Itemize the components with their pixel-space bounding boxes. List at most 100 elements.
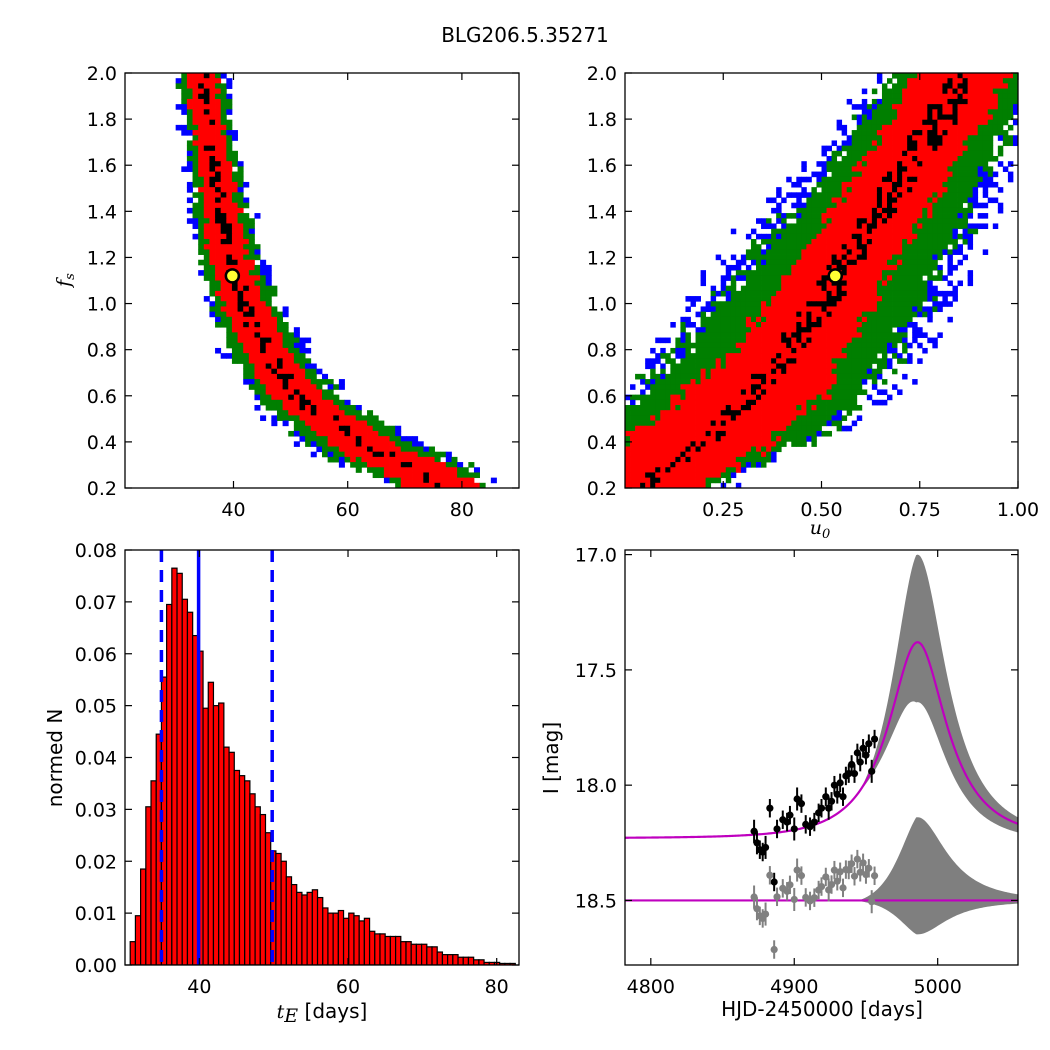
heatmap-cell-black [715,436,722,442]
heatmap-cell-black [841,290,848,297]
heatmap-cell-blue [861,98,868,105]
heatmap-cell-red [237,223,244,230]
heatmap-cell-green [851,145,858,152]
heatmap-cell-green [231,156,238,162]
heatmap-cell-red [215,98,222,105]
heatmap-cell-red [243,264,250,271]
heatmap-cell-red [831,327,838,333]
heatmap-cell-red [892,218,898,224]
heatmap-cell-red [776,405,782,411]
heatmap-cell-red [715,384,722,390]
heatmap-cell-red [861,207,868,214]
heatmap-cell-red [226,311,233,318]
heatmap-cell-red [942,93,948,100]
y-tick-label: 18.5 [575,890,617,912]
heatmap-cell-red [811,280,817,287]
heatmap-cell-red [243,275,250,281]
heatmap-cell-green [856,130,863,136]
heatmap-cell-red [271,353,278,359]
heatmap-cell-black [836,280,843,287]
heatmap-cell-red [811,405,817,411]
heatmap-cell-green [265,296,272,302]
heatmap-cell-red [902,114,908,121]
heatmap-cell-red [841,322,848,328]
heatmap-cell-red [766,358,772,364]
heatmap-cell-green [902,342,908,349]
heatmap-cell-green [1012,83,1018,89]
heatmap-cell-green [937,249,943,255]
heatmap-cell-green [957,233,963,240]
heatmap-cell-green [881,322,888,328]
heatmap-cell-blue [299,342,306,349]
heatmap-cell-green [801,228,807,235]
heatmap-cell-green [856,347,863,354]
heatmap-cell-red [871,244,878,250]
heatmap-cell-green [917,296,923,302]
heatmap-cell-red [372,446,379,453]
heatmap-cell-black [710,420,717,427]
heatmap-cell-green [786,259,792,266]
heatmap-cell-green [215,285,222,292]
heatmap-cell-red [791,379,797,385]
heatmap-cell-green [209,280,216,287]
histogram-bar [270,850,277,965]
heatmap-cell-red [892,244,898,250]
heatmap-cell-red [866,202,873,209]
heatmap-cell-red [417,462,424,468]
heatmap-cell-red [866,213,873,219]
heatmap-cell-blue [327,384,334,390]
heatmap-cell-green [871,114,878,121]
heatmap-cell-red [675,394,681,401]
heatmap-cell-green [1012,88,1018,95]
heatmap-cell-green [851,358,858,364]
heatmap-cell-red [680,472,686,479]
heatmap-cell-red [231,207,238,214]
heatmap-cell-red [897,109,903,115]
heatmap-cell-red [254,337,261,344]
heatmap-cell-red [730,456,737,463]
heatmap-cell-red [186,104,193,110]
heatmap-cell-green [907,296,913,302]
heatmap-cell-red [333,425,340,432]
heatmap-cell-green [841,373,848,380]
heatmap-cell-black [821,301,827,307]
heatmap-cell-blue [982,171,989,178]
heatmap-cell-blue [987,197,994,204]
heatmap-cell-red [897,145,903,152]
heatmap-cell-green [1002,98,1009,105]
heatmap-cell-red [967,130,974,136]
heatmap-cell-red [846,254,853,261]
heatmap-cell-green [248,233,255,240]
heatmap-cell-red [400,477,407,484]
heatmap-cell-red [831,228,838,235]
heatmap-cell-black [680,451,686,458]
heatmap-cell-red [650,436,656,442]
heatmap-cell-green [451,456,458,463]
heatmap-cell-red [826,322,832,328]
heatmap-cell-green [902,358,908,364]
heatmap-cell-black [887,197,893,204]
heatmap-cell-blue [967,270,974,276]
heatmap-cell-blue [997,187,1004,193]
heatmap-cell-green [645,399,651,406]
heatmap-cell-green [831,389,838,396]
heatmap-cell-red [796,410,802,416]
heatmap-cell-green [876,290,883,297]
heatmap-cell-green [198,181,205,188]
heatmap-cell-blue [220,73,227,79]
heatmap-cell-red [715,420,722,427]
heatmap-cell-red [846,244,853,250]
heatmap-cell-green [226,156,233,162]
heatmap-cell-green [876,124,883,131]
heatmap-cell-blue [836,119,843,126]
heatmap-cell-green [791,441,797,447]
heatmap-cell-green [957,187,963,193]
heatmap-cell-blue [215,316,222,323]
heatmap-cell-green [288,430,295,437]
heatmap-cell-green [892,342,898,349]
heatmap-cell-red [685,389,691,396]
y-axis-label: I [mag] [539,722,563,794]
heatmap-cell-black [887,192,893,198]
heatmap-cell-red [350,420,357,427]
heatmap-cell-red [836,223,843,230]
